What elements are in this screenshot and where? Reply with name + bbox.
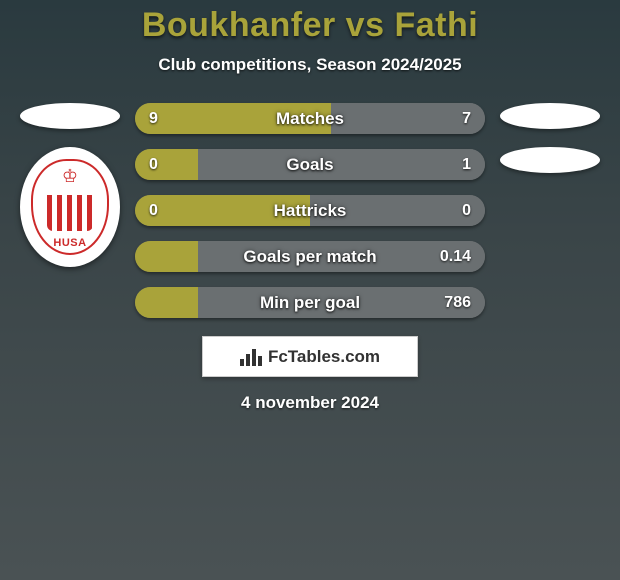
stat-bar: 9Matches7	[135, 103, 485, 134]
stat-bar: 0Goals1	[135, 149, 485, 180]
left-column: ♔ HUSA	[20, 103, 120, 267]
player-photo-right-placeholder	[500, 103, 600, 129]
stat-label: Goals per match	[135, 241, 485, 272]
right-column	[500, 103, 600, 173]
stat-value-right: 786	[444, 287, 471, 318]
stat-bar: Min per goal786	[135, 287, 485, 318]
club-badge-right-placeholder	[500, 147, 600, 173]
bar-chart-icon	[240, 348, 262, 366]
crown-icon: ♔	[62, 167, 78, 185]
stat-label: Matches	[135, 103, 485, 134]
stat-bar: Goals per match0.14	[135, 241, 485, 272]
brand-box: FcTables.com	[202, 336, 418, 377]
brand-text: FcTables.com	[268, 347, 380, 367]
stat-value-right: 0.14	[440, 241, 471, 272]
player-photo-left-placeholder	[20, 103, 120, 129]
stat-value-right: 1	[462, 149, 471, 180]
date-line: 4 november 2024	[0, 393, 620, 413]
badge-text: HUSA	[33, 237, 107, 249]
stat-label: Min per goal	[135, 287, 485, 318]
content-root: Boukhanfer vs Fathi Club competitions, S…	[0, 0, 620, 580]
page-title: Boukhanfer vs Fathi	[0, 6, 620, 45]
stat-label: Goals	[135, 149, 485, 180]
club-badge-shield: ♔ HUSA	[31, 159, 109, 255]
stat-label: Hattricks	[135, 195, 485, 226]
stats-bars: 9Matches70Goals10Hattricks0Goals per mat…	[135, 103, 485, 318]
page-subtitle: Club competitions, Season 2024/2025	[0, 55, 620, 75]
stat-value-right: 7	[462, 103, 471, 134]
stat-value-right: 0	[462, 195, 471, 226]
club-badge-left: ♔ HUSA	[20, 147, 120, 267]
main-area: ♔ HUSA 9Matches70Goals10Hattricks0Goals …	[0, 103, 620, 318]
stat-bar: 0Hattricks0	[135, 195, 485, 226]
badge-stripes	[47, 195, 93, 231]
